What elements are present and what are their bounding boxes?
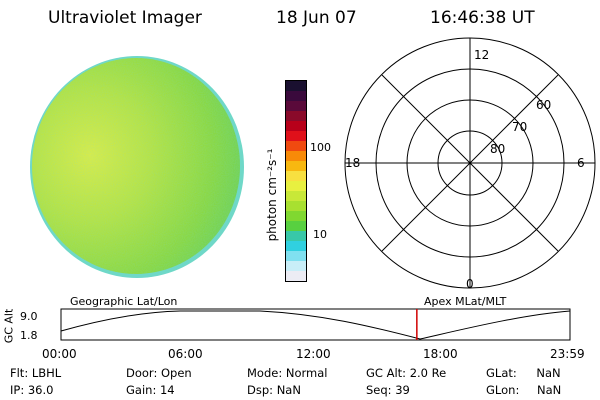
- mlt-label-12: 12: [474, 48, 490, 62]
- colorbar-segment: [286, 151, 306, 161]
- colorbar-segment: [286, 211, 306, 221]
- colorbar-segment: [286, 261, 306, 271]
- info-glat: GLat: NaN: [486, 366, 561, 380]
- colorbar-segment: [286, 121, 306, 131]
- colorbar-segment: [286, 171, 306, 181]
- x-tick-0600: 06:00: [168, 347, 203, 361]
- mlt-label-6: 6: [577, 156, 585, 170]
- mlt-label-18: 18: [345, 156, 361, 170]
- lat-label-80: 80: [490, 142, 506, 156]
- colorbar-segment: [286, 251, 306, 261]
- colorbar: [285, 80, 307, 282]
- date-label: 18 Jun 07: [276, 8, 357, 28]
- timeline-right-title: Apex MLat/MLT: [424, 295, 507, 308]
- info-gain: Gain: 14: [126, 383, 175, 397]
- instrument-title: Ultraviolet Imager: [48, 8, 202, 28]
- x-tick-0000: 00:00: [42, 347, 77, 361]
- info-door: Door: Open: [126, 366, 192, 380]
- colorbar-tick-10: 10: [313, 228, 327, 241]
- colorbar-segment: [286, 111, 306, 121]
- timeline-y-tick-high: 9.0: [20, 310, 38, 323]
- info-seq: Seq: 39: [366, 383, 410, 397]
- colorbar-segment: [286, 141, 306, 151]
- info-flt: Flt: LBHL: [10, 366, 62, 380]
- lat-label-70: 70: [512, 120, 528, 134]
- colorbar-segment: [286, 241, 306, 251]
- colorbar-segment: [286, 221, 306, 231]
- colorbar-segment: [286, 271, 306, 281]
- colorbar-segment: [286, 91, 306, 101]
- timeline-left-title: Geographic Lat/Lon: [70, 295, 178, 308]
- mlt-label-0: 0: [466, 277, 474, 291]
- timeline-y-tick-low: 1.8: [20, 329, 38, 342]
- time-label: 16:46:38 UT: [430, 8, 535, 28]
- colorbar-segment: [286, 81, 306, 91]
- info-mode: Mode: Normal: [247, 366, 328, 380]
- info-gc-alt: GC Alt: 2.0 Re: [366, 366, 447, 380]
- lat-label-60: 60: [536, 98, 552, 112]
- colorbar-segment: [286, 181, 306, 191]
- info-ip: IP: 36.0: [10, 383, 54, 397]
- colorbar-segment: [286, 191, 306, 201]
- colorbar-segment: [286, 161, 306, 171]
- info-dsp: Dsp: NaN: [247, 383, 301, 397]
- colorbar-segment: [286, 101, 306, 111]
- x-tick-1200: 12:00: [296, 347, 331, 361]
- colorbar-tick-100: 100: [310, 141, 331, 154]
- colorbar-segment: [286, 131, 306, 141]
- info-glon: GLon: NaN: [486, 383, 562, 397]
- x-tick-2359: 23:59: [550, 347, 585, 361]
- x-tick-1800: 18:00: [423, 347, 458, 361]
- colorbar-segment: [286, 231, 306, 241]
- colorbar-segment: [286, 201, 306, 211]
